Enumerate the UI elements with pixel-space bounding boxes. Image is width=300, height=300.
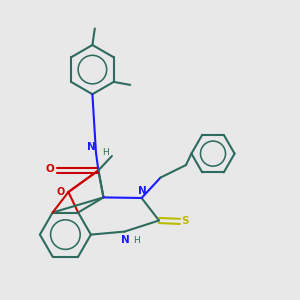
Text: H: H [133,236,140,245]
Text: H: H [102,148,109,157]
Text: N: N [138,186,147,196]
Text: N: N [87,142,95,152]
Text: N: N [121,235,130,245]
Text: S: S [182,216,189,226]
Text: O: O [45,164,54,174]
Text: O: O [56,187,65,197]
